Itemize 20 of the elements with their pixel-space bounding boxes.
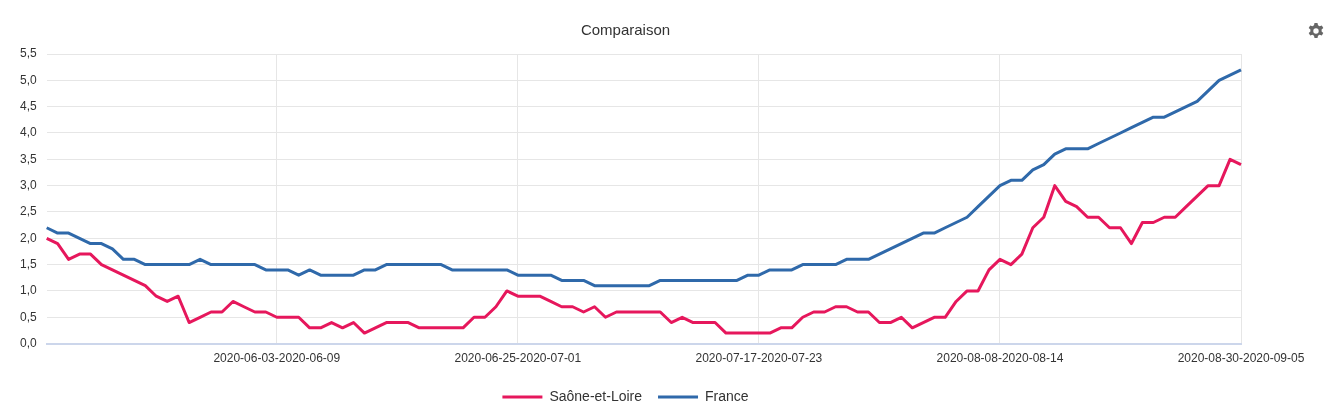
x-tick-label: 2020-07-17-2020-07-23 bbox=[695, 351, 823, 366]
x-tick-label: 2020-08-30-2020-09-05 bbox=[1177, 351, 1305, 366]
legend-label: France bbox=[705, 387, 749, 404]
y-tick-label: 5,0 bbox=[19, 72, 37, 87]
y-tick-label: 5,5 bbox=[19, 46, 37, 61]
y-tick-label: 0,0 bbox=[19, 335, 37, 350]
chart-title: Comparaison bbox=[580, 21, 671, 39]
y-tick-label: 2,5 bbox=[19, 204, 37, 219]
y-tick-label: 2,0 bbox=[19, 230, 37, 245]
y-tick-label: 1,0 bbox=[19, 283, 37, 298]
y-tick-label: 3,0 bbox=[19, 177, 37, 192]
legend-label: Saône-et-Loire bbox=[549, 387, 643, 404]
y-tick-label: 3,5 bbox=[19, 151, 37, 166]
y-tick-label: 4,0 bbox=[19, 125, 37, 140]
x-tick-label: 2020-06-03-2020-06-09 bbox=[213, 351, 341, 366]
x-tick-label: 2020-06-25-2020-07-01 bbox=[454, 351, 582, 366]
y-tick-label: 0,5 bbox=[19, 309, 37, 324]
y-tick-label: 4,5 bbox=[19, 98, 37, 113]
x-tick-label: 2020-08-08-2020-08-14 bbox=[936, 351, 1064, 366]
y-tick-label: 1,5 bbox=[19, 256, 37, 271]
